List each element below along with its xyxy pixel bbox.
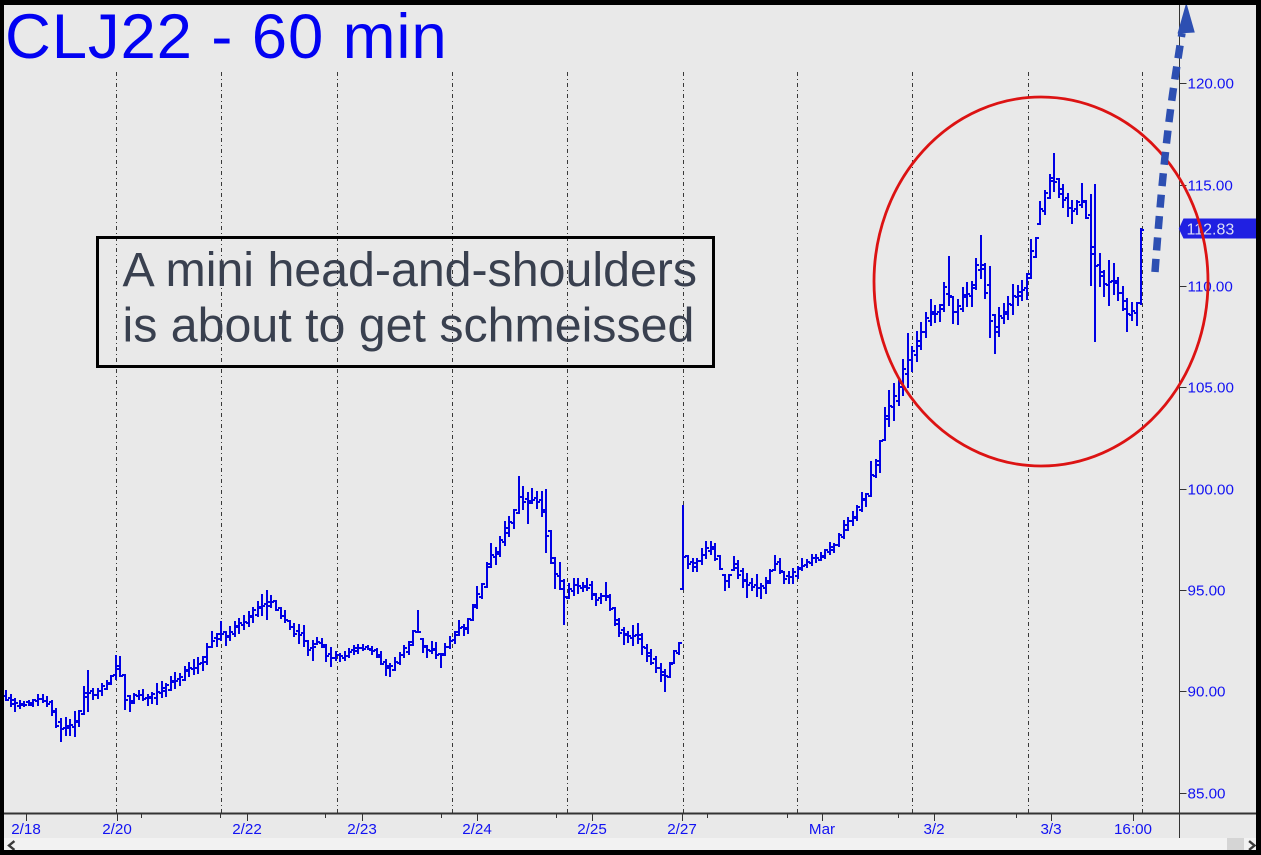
svg-text:Mar: Mar	[809, 821, 835, 838]
svg-text:115.00: 115.00	[1188, 178, 1233, 195]
svg-text:95.00: 95.00	[1188, 583, 1226, 600]
svg-text:CLJ22 - 60 min: CLJ22 - 60 min	[5, 2, 447, 72]
svg-text:2/22: 2/22	[232, 821, 262, 838]
svg-text:2/18: 2/18	[11, 821, 41, 838]
svg-text:2/23: 2/23	[347, 821, 377, 838]
svg-text:105.00: 105.00	[1188, 380, 1234, 397]
svg-text:2/27: 2/27	[667, 821, 697, 838]
svg-text:120.00: 120.00	[1188, 76, 1234, 93]
svg-text:A mini head-and-shoulders: A mini head-and-shoulders	[123, 243, 698, 297]
svg-text:is about to get schmeissed: is about to get schmeissed	[123, 299, 695, 353]
svg-text:2/20: 2/20	[102, 821, 132, 838]
svg-text:112.83: 112.83	[1187, 221, 1235, 238]
svg-text:2/25: 2/25	[577, 821, 607, 838]
svg-text:2/24: 2/24	[462, 821, 492, 838]
svg-text:3/2: 3/2	[923, 821, 944, 838]
svg-text:90.00: 90.00	[1188, 684, 1226, 701]
svg-text:16:00: 16:00	[1114, 821, 1152, 838]
svg-text:110.00: 110.00	[1188, 279, 1233, 296]
svg-text:85.00: 85.00	[1188, 786, 1226, 803]
svg-text:3/3: 3/3	[1040, 821, 1061, 838]
svg-text:100.00: 100.00	[1188, 482, 1234, 499]
